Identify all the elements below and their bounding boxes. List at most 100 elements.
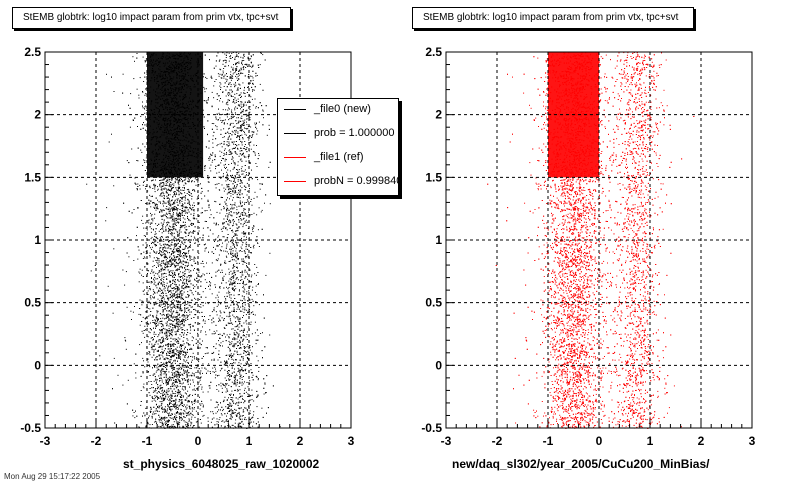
scatter-point bbox=[239, 239, 241, 241]
scatter-point bbox=[230, 417, 232, 419]
scatter-point bbox=[174, 325, 176, 327]
scatter-point bbox=[183, 282, 185, 284]
scatter-point bbox=[200, 296, 202, 298]
scatter-point bbox=[226, 186, 228, 188]
scatter-point bbox=[171, 287, 173, 289]
scatter-point bbox=[178, 319, 180, 321]
scatter-point bbox=[237, 334, 239, 336]
scatter-point bbox=[237, 180, 239, 182]
scatter-point bbox=[155, 259, 157, 261]
scatter-point bbox=[249, 214, 251, 215]
scatter-point bbox=[250, 56, 252, 58]
scatter-point bbox=[236, 352, 238, 354]
scatter-point bbox=[245, 368, 247, 370]
scatter-point bbox=[243, 283, 244, 285]
scatter-point bbox=[136, 53, 138, 54]
scatter-point bbox=[158, 201, 160, 203]
scatter-point bbox=[184, 278, 186, 280]
scatter-point bbox=[174, 381, 176, 383]
scatter-point bbox=[177, 247, 179, 249]
scatter-point bbox=[249, 106, 251, 108]
scatter-point bbox=[223, 187, 225, 189]
scatter-point bbox=[161, 211, 163, 213]
scatter-point bbox=[172, 274, 174, 276]
scatter-point bbox=[161, 379, 163, 381]
scatter-point bbox=[179, 229, 181, 231]
scatter-point bbox=[178, 274, 179, 276]
scatter-point bbox=[231, 253, 233, 255]
scatter-point bbox=[168, 200, 170, 202]
scatter-point bbox=[126, 160, 128, 162]
scatter-point bbox=[175, 312, 177, 314]
scatter-point bbox=[194, 218, 196, 220]
scatter-point bbox=[181, 211, 183, 213]
scatter-point bbox=[161, 398, 162, 400]
scatter-point bbox=[177, 350, 179, 352]
scatter-point bbox=[243, 66, 245, 67]
scatter-point bbox=[182, 374, 184, 376]
scatter-point bbox=[236, 153, 238, 155]
scatter-point bbox=[208, 319, 210, 320]
scatter-point bbox=[174, 300, 176, 302]
scatter-point bbox=[235, 288, 237, 290]
scatter-point bbox=[176, 239, 178, 241]
scatter-point bbox=[192, 204, 193, 206]
scatter-point bbox=[227, 93, 229, 95]
scatter-point bbox=[260, 52, 261, 54]
scatter-point bbox=[169, 414, 171, 416]
scatter-point bbox=[187, 349, 188, 350]
scatter-point bbox=[242, 358, 244, 360]
scatter-point bbox=[159, 373, 161, 375]
scatter-point bbox=[176, 210, 178, 212]
scatter-point bbox=[237, 147, 238, 149]
scatter-point bbox=[178, 368, 180, 370]
scatter-point bbox=[234, 202, 236, 204]
scatter-point bbox=[233, 303, 235, 305]
scatter-point bbox=[229, 356, 230, 357]
scatter-point bbox=[205, 146, 207, 148]
scatter-point bbox=[185, 426, 187, 427]
scatter-point bbox=[230, 252, 231, 254]
scatter-point bbox=[234, 175, 236, 176]
scatter-point bbox=[156, 267, 157, 268]
scatter-point bbox=[159, 395, 161, 397]
scatter-point bbox=[209, 288, 211, 290]
scatter-point bbox=[250, 148, 252, 150]
scatter-point bbox=[180, 344, 182, 346]
scatter-point bbox=[232, 191, 234, 193]
scatter-point bbox=[150, 337, 152, 339]
scatter-point bbox=[141, 342, 142, 344]
scatter-point bbox=[179, 178, 181, 180]
scatter-point bbox=[233, 266, 235, 268]
scatter-point bbox=[173, 232, 175, 234]
scatter-point bbox=[223, 332, 225, 334]
scatter-point bbox=[224, 262, 225, 264]
scatter-point bbox=[157, 278, 159, 280]
scatter-point bbox=[153, 346, 155, 347]
scatter-point bbox=[223, 319, 225, 321]
scatter-point bbox=[234, 233, 236, 235]
scatter-point bbox=[232, 122, 234, 124]
scatter-point bbox=[163, 426, 165, 428]
scatter-point bbox=[236, 209, 238, 211]
scatter-point bbox=[164, 398, 165, 400]
scatter-point bbox=[152, 266, 154, 268]
scatter-point bbox=[169, 214, 171, 216]
scatter-point bbox=[247, 58, 249, 60]
scatter-point bbox=[236, 277, 238, 279]
scatter-point bbox=[187, 177, 189, 179]
scatter-point bbox=[176, 189, 178, 191]
scatter-point bbox=[177, 339, 179, 341]
scatter-point bbox=[242, 109, 244, 111]
scatter-point bbox=[208, 363, 210, 365]
scatter-point bbox=[194, 398, 196, 400]
scatter-point bbox=[192, 217, 194, 219]
scatter-point bbox=[234, 381, 236, 383]
scatter-point bbox=[160, 186, 162, 188]
scatter-point bbox=[157, 262, 159, 264]
scatter-point bbox=[245, 156, 247, 158]
scatter-point bbox=[167, 355, 169, 356]
scatter-point bbox=[229, 170, 231, 172]
scatter-point bbox=[225, 355, 227, 356]
scatter-point bbox=[235, 192, 237, 194]
